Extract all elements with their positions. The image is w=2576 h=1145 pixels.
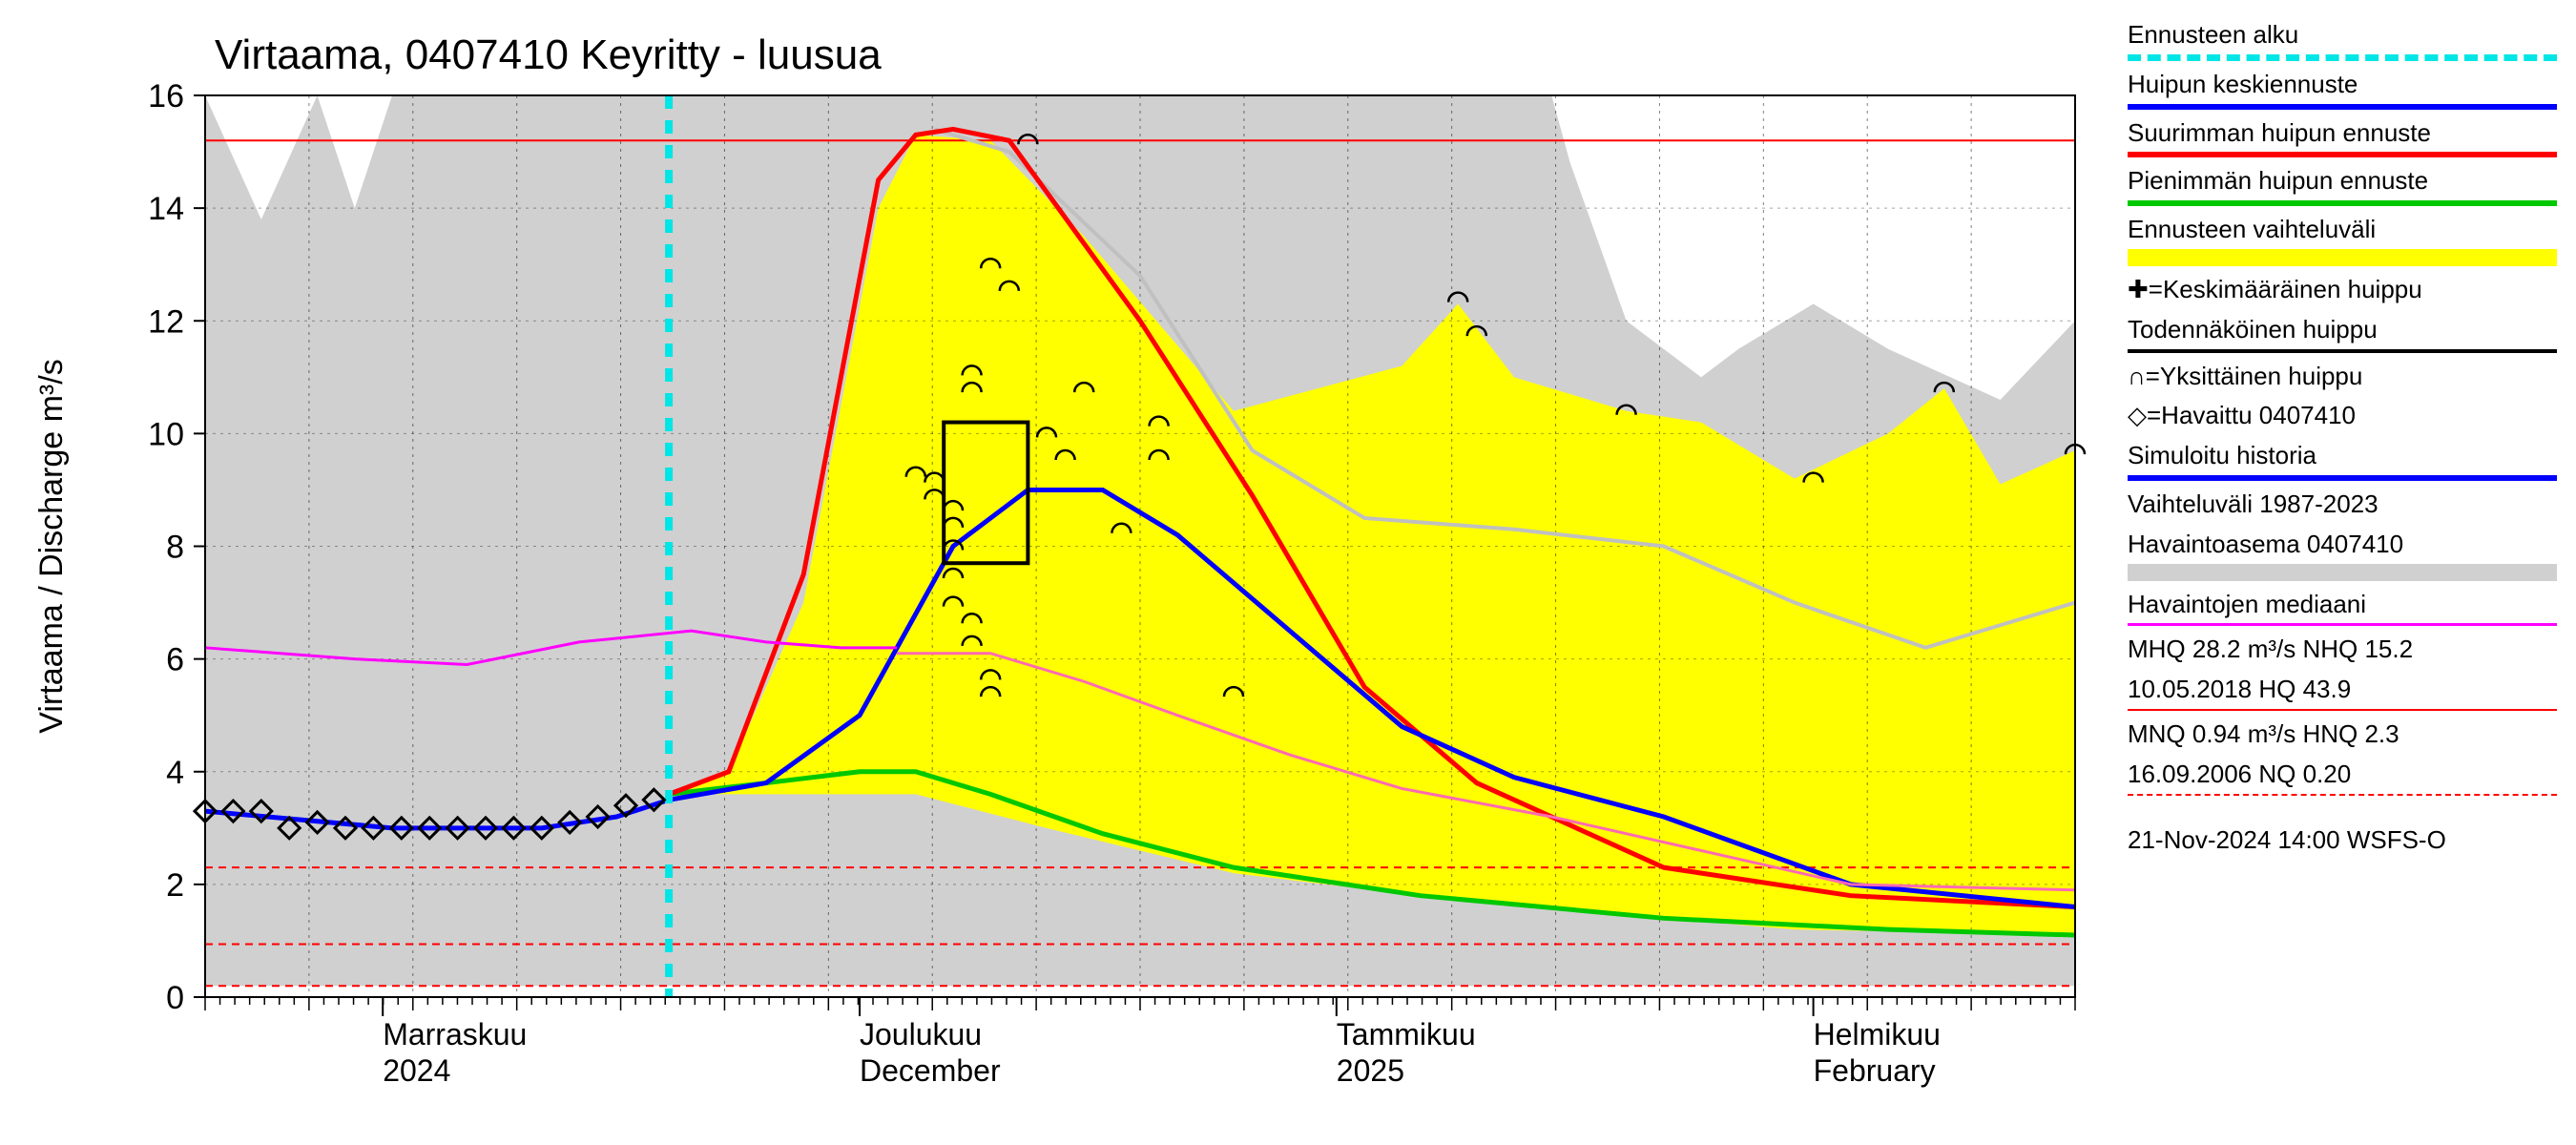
svg-text:December: December [860,1053,1001,1088]
legend-label: 10.05.2018 HQ 43.9 [2128,674,2557,706]
legend-item-likely_peak: Todennäköinen huippu [2128,314,2557,353]
legend-label: ∩=Yksittäinen huippu [2128,361,2557,393]
legend-label: MNQ 0.94 m³/s HNQ 2.3 [2128,718,2557,751]
legend-item-forecast_start: Ennusteen alku [2128,19,2557,61]
legend-label: Havaintoasema 0407410 [2128,529,2557,561]
legend-label: MHQ 28.2 m³/s NHQ 15.2 [2128,634,2557,666]
svg-text:Marraskuu: Marraskuu [383,1017,527,1051]
legend-item-median: Havaintojen mediaani [2128,589,2557,627]
legend-item-mhq2: 10.05.2018 HQ 43.9 [2128,674,2557,711]
svg-text:0: 0 [166,980,184,1016]
legend-item-range: Ennusteen vaihteluväli [2128,214,2557,266]
legend-label: Suurimman huipun ennuste [2128,117,2557,150]
legend-label: Ennusteen vaihteluväli [2128,214,2557,246]
svg-text:10: 10 [148,416,184,452]
svg-text:6: 6 [166,642,184,678]
svg-text:Tammikuu: Tammikuu [1337,1017,1476,1051]
legend-label: ◇=Havaittu 0407410 [2128,400,2557,432]
svg-text:2: 2 [166,867,184,904]
svg-text:16: 16 [148,78,184,114]
svg-text:February: February [1814,1053,1936,1088]
discharge-chart: 0 2 4 6 8 10 12 14 16 Marraskuu2024 JoulukuuDecemb… [19,19,2099,1126]
svg-text:Joulukuu: Joulukuu [860,1017,982,1051]
svg-text:2025: 2025 [1337,1053,1404,1088]
legend-item-peak_max: Suurimman huipun ennuste [2128,117,2557,158]
legend-item-range_hist1: Vaihteluväli 1987-2023 [2128,489,2557,521]
svg-text:2024: 2024 [383,1053,450,1088]
legend: Ennusteen alku Huipun keskiennuste Suurimm… [2109,19,2557,1126]
legend-label: Huipun keskiennuste [2128,69,2557,101]
legend-label: Todennäköinen huippu [2128,314,2557,346]
svg-text:14: 14 [148,191,184,227]
legend-item-observed: ◇=Havaittu 0407410 [2128,400,2557,432]
legend-label: Vaihteluväli 1987-2023 [2128,489,2557,521]
legend-item-peak_min: Pienimmän huipun ennuste [2128,165,2557,206]
svg-text:12: 12 [148,303,184,340]
legend-label: 16.09.2006 NQ 0.20 [2128,759,2557,791]
legend-item-mnq: MNQ 0.94 m³/s HNQ 2.3 [2128,718,2557,751]
svg-text:8: 8 [166,530,184,566]
legend-item-mhq: MHQ 28.2 m³/s NHQ 15.2 [2128,634,2557,666]
chart-title: Virtaama, 0407410 Keyritty - luusua [215,31,882,78]
legend-item-peak_mean: Huipun keskiennuste [2128,69,2557,110]
legend-item-mnq2: 16.09.2006 NQ 0.20 [2128,759,2557,796]
svg-text:4: 4 [166,755,184,791]
chart-area: 0 2 4 6 8 10 12 14 16 Marraskuu2024 JoulukuuDecemb… [19,19,2109,1126]
legend-label: Pienimmän huipun ennuste [2128,165,2557,198]
legend-item-avg_peak: ✚=Keskimääräinen huippu [2128,274,2557,306]
svg-text:Helmikuu: Helmikuu [1814,1017,1941,1051]
legend-label: Havaintojen mediaani [2128,589,2557,621]
legend-item-sim_hist: Simuloitu historia [2128,440,2557,481]
legend-label: Simuloitu historia [2128,440,2557,472]
y-axis-label: Virtaama / Discharge m³/s [33,359,70,733]
legend-item-single_peak: ∩=Yksittäinen huippu [2128,361,2557,393]
legend-label: Ennusteen alku [2128,19,2557,52]
legend-label: ✚=Keskimääräinen huippu [2128,274,2557,306]
legend-item-range_hist2: Havaintoasema 0407410 [2128,529,2557,581]
timestamp: 21-Nov-2024 14:00 WSFS-O [2128,824,2557,857]
